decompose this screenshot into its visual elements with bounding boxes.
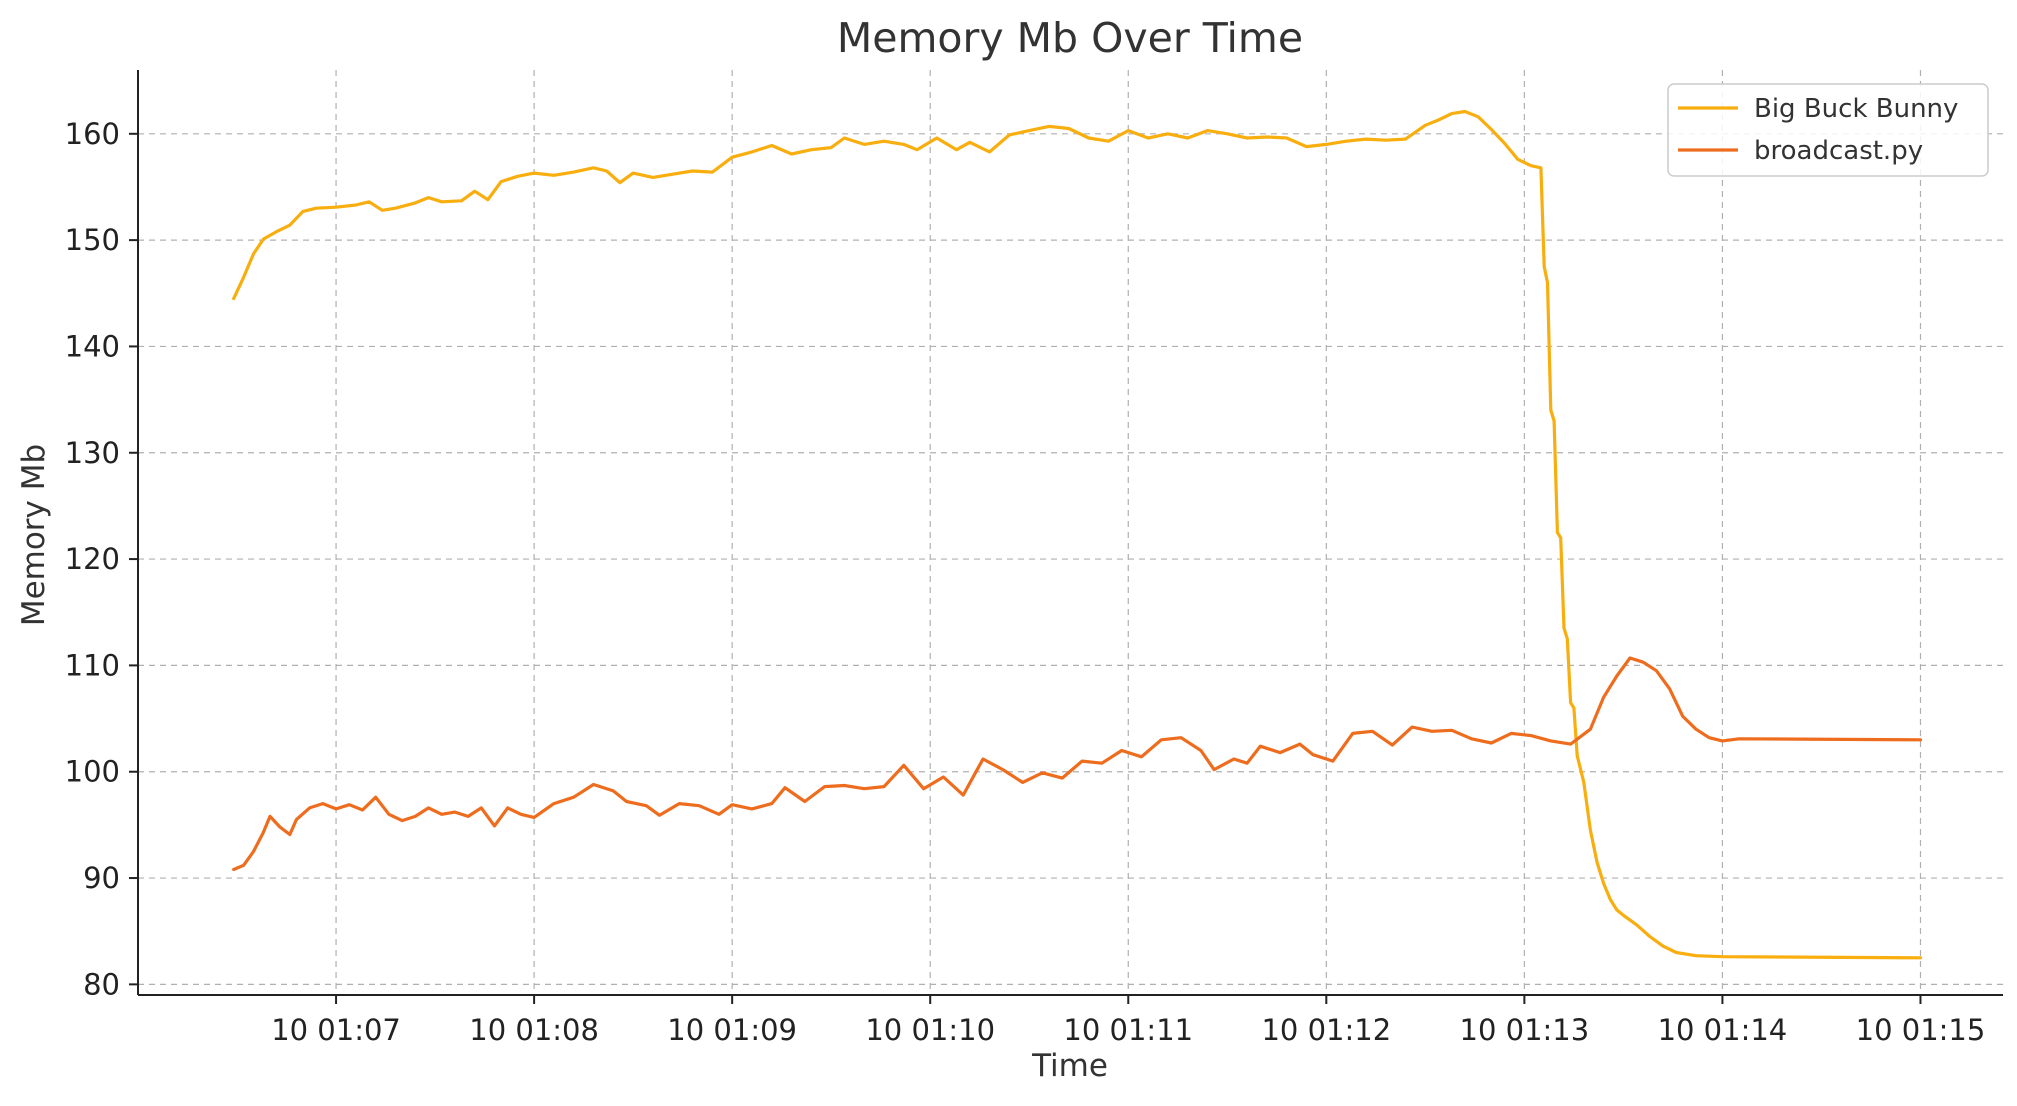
y-tick-label: 100 [65,755,120,789]
x-tick-label: 10 01:12 [1261,1013,1391,1047]
legend-box [1667,83,1989,177]
x-tick-label: 10 01:10 [865,1013,995,1047]
series-line-broadcast-py [232,656,1923,872]
x-tick-label: 10 01:15 [1856,1013,1986,1047]
y-axis-label: Memory Mb [16,444,52,626]
y-tick-label: 90 [83,861,120,895]
y-tick-label: 110 [65,648,120,682]
y-tick-label: 150 [65,223,120,257]
x-tick-label: 10 01:14 [1658,1013,1788,1047]
y-tick-label: 160 [65,117,120,151]
x-axis-label: Time [1031,1048,1108,1084]
y-tick-label: 80 [83,967,120,1001]
axes: 10 01:07 10 01:08 10 01:09 10 01:10 10 01:11… [65,70,2003,1047]
chart-title: Memory Mb Over Time [837,14,1303,62]
x-tick-label: 10 01:08 [469,1013,599,1047]
grid [138,70,2003,995]
series-layer [232,109,1923,960]
x-tick-label: 10 01:09 [667,1013,797,1047]
x-tick-label: 10 01:11 [1063,1013,1193,1047]
y-tick-label: 130 [65,436,120,470]
legend: Big Buck Bunny broadcast.py [1667,83,1989,177]
series-line-big-buck-bunny [232,109,1923,960]
y-tick-label: 140 [65,329,120,363]
x-tick-label: 10 01:13 [1460,1013,1590,1047]
legend-label-big-buck-bunny: Big Buck Bunny [1754,94,1958,124]
y-tick-label: 120 [65,542,120,576]
legend-label-broadcast-py: broadcast.py [1754,136,1923,166]
x-tick-label: 10 01:07 [271,1013,401,1047]
